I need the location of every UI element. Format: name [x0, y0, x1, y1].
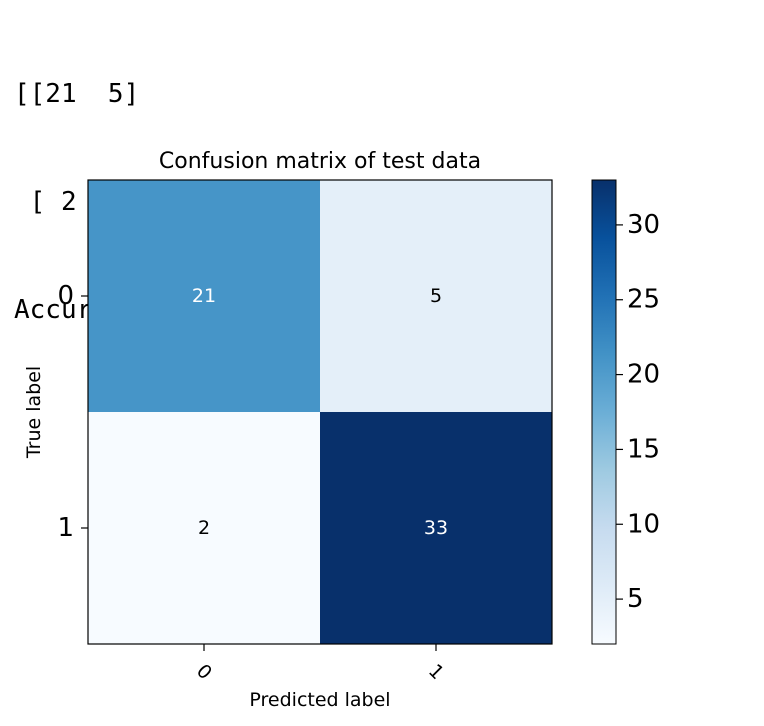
plot-frame	[87, 179, 553, 645]
heatmap-cell-r0-c1	[320, 180, 552, 412]
y-axis-ticks: 01	[57, 281, 88, 543]
heatmap-cells	[88, 180, 552, 644]
x-axis-label: Predicted label	[249, 689, 390, 711]
y-axis-label: True label	[23, 366, 45, 459]
colorbar-tick-label: 5	[627, 584, 644, 614]
cell-value-label: 33	[424, 517, 448, 539]
y-tick-label: 1	[57, 513, 74, 543]
heatmap-cell-r1-c0	[88, 412, 320, 644]
x-tick-label: 0	[192, 660, 216, 684]
colorbar-tick-label: 20	[627, 360, 660, 390]
colorbar-tick-label: 30	[627, 210, 660, 240]
cell-value-label: 2	[198, 517, 210, 539]
colorbar-tick-label: 10	[627, 509, 660, 539]
heatmap-cell-r1-c1	[320, 412, 552, 644]
chart-title: Confusion matrix of test data	[159, 149, 481, 174]
y-tick-label: 0	[57, 281, 74, 311]
colorbar-tick-label: 15	[627, 434, 660, 464]
cell-value-label: 21	[192, 285, 216, 307]
matrix-line-1: [[21 5]	[14, 79, 140, 109]
colorbar	[591, 179, 617, 645]
heatmap-cell-labels: 21 5 2 33	[192, 285, 448, 539]
heatmap-cell-r0-c0	[88, 180, 320, 412]
colorbar-tick-label: 25	[627, 285, 660, 315]
x-tick-label: 1	[424, 660, 448, 684]
colorbar-ticks: 5 10 15 20 25 30	[616, 210, 660, 614]
cell-value-label: 5	[430, 285, 442, 307]
